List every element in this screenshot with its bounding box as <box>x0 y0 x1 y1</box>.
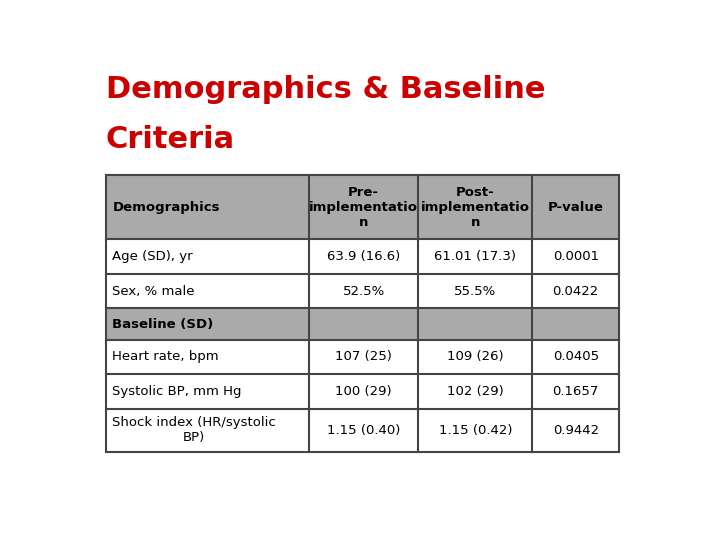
Text: 52.5%: 52.5% <box>343 285 384 298</box>
Text: Pre-
implementatio
n: Pre- implementatio n <box>309 186 418 229</box>
Bar <box>106 374 619 409</box>
Text: 55.5%: 55.5% <box>454 285 496 298</box>
Bar <box>106 308 619 340</box>
Text: 107 (25): 107 (25) <box>336 350 392 363</box>
Text: 1.15 (0.40): 1.15 (0.40) <box>327 424 400 437</box>
Text: 1.15 (0.42): 1.15 (0.42) <box>438 424 512 437</box>
Bar <box>106 175 619 453</box>
Text: Systolic BP, mm Hg: Systolic BP, mm Hg <box>112 385 242 398</box>
Text: Heart rate, bpm: Heart rate, bpm <box>112 350 219 363</box>
Text: Sex, % male: Sex, % male <box>112 285 195 298</box>
Text: P-value: P-value <box>548 201 603 214</box>
Bar <box>106 274 619 308</box>
Bar <box>106 239 619 274</box>
Text: 0.9442: 0.9442 <box>553 424 599 437</box>
Text: Post-
implementatio
n: Post- implementatio n <box>420 186 530 229</box>
Text: Demographics & Baseline: Demographics & Baseline <box>106 75 545 104</box>
Text: Demographics: Demographics <box>112 201 220 214</box>
Text: 109 (26): 109 (26) <box>447 350 503 363</box>
Text: Baseline (SD): Baseline (SD) <box>112 318 214 330</box>
Text: Criteria: Criteria <box>106 125 235 154</box>
Text: Age (SD), yr: Age (SD), yr <box>112 250 193 263</box>
Text: 0.0422: 0.0422 <box>553 285 599 298</box>
Text: 0.0001: 0.0001 <box>553 250 599 263</box>
Text: 0.0405: 0.0405 <box>553 350 599 363</box>
Bar <box>106 340 619 374</box>
Text: 102 (29): 102 (29) <box>447 385 504 398</box>
Text: 63.9 (16.6): 63.9 (16.6) <box>327 250 400 263</box>
Text: Shock index (HR/systolic
BP): Shock index (HR/systolic BP) <box>112 416 276 444</box>
Text: 0.1657: 0.1657 <box>552 385 599 398</box>
Bar <box>106 409 619 453</box>
Text: 100 (29): 100 (29) <box>336 385 392 398</box>
Bar <box>106 175 619 239</box>
Text: 61.01 (17.3): 61.01 (17.3) <box>434 250 516 263</box>
